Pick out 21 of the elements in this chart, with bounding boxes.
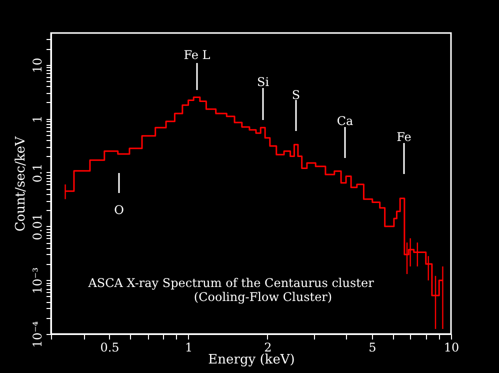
annotation: Fe L — [184, 48, 210, 62]
x-tick-label: 1 — [185, 340, 193, 354]
y-tick-label: 0.1 — [30, 163, 44, 183]
x-tick-label: 2 — [264, 340, 272, 354]
y-tick-label: 10⁻⁴ — [30, 321, 44, 348]
annotation: Fe — [396, 130, 412, 144]
annotation: Ca — [336, 114, 354, 128]
y-tick-label: 1 — [30, 115, 44, 123]
y-tick-label: 0.01 — [30, 213, 44, 240]
x-axis-title: Energy (keV) — [208, 352, 295, 368]
annotation: O — [114, 203, 124, 217]
y-tick-label: 10 — [30, 58, 44, 73]
y-tick-label: 10⁻³ — [30, 267, 44, 294]
x-tick-label: 10 — [444, 340, 460, 354]
annotation: S — [292, 88, 300, 102]
y-axis-title: Count/sec/keV — [14, 136, 28, 232]
annotation: Si — [256, 75, 270, 89]
x-tick-label: 5 — [368, 340, 376, 354]
x-tick-label: 0.5 — [100, 340, 120, 354]
text: (Cooling-Flow Cluster) — [194, 290, 332, 304]
text: ASCA X-ray Spectrum of the Centaurus cluster — [87, 276, 374, 290]
